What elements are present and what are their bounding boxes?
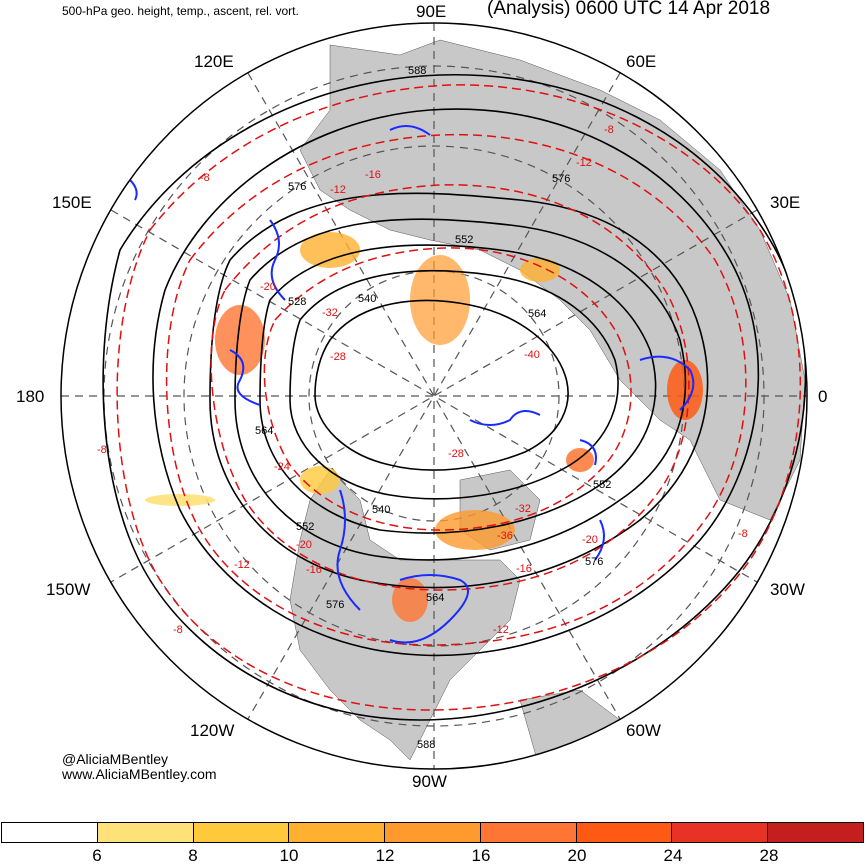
colorbar-swatch <box>2 823 98 842</box>
contour-label-temperature: -36 <box>497 530 513 542</box>
contour-label-temperature: -8 <box>173 624 183 636</box>
contour-label-height: 552 <box>455 234 473 246</box>
map-border <box>60 22 808 770</box>
colorbar-tick: 10 <box>279 846 299 865</box>
contour-label-temperature: -20 <box>260 281 276 293</box>
contour-label-temperature: -20 <box>582 534 598 546</box>
contour-label-temperature: -40 <box>524 349 540 361</box>
contour-label-height: 552 <box>296 521 314 533</box>
ascent-shading <box>145 232 703 622</box>
longitude-label-90e: 90E <box>416 2 447 21</box>
colorbar-tick: 16 <box>471 846 491 865</box>
contour-label-height: 552 <box>593 479 611 491</box>
contour-label-height: 576 <box>585 556 603 568</box>
contour-label-temperature: -12 <box>234 559 250 571</box>
contour-label-height: 528 <box>288 296 306 308</box>
contour-label-temperature: -20 <box>296 539 312 551</box>
temperature-contours <box>116 84 802 711</box>
polar-map: 588 576 576 552 540 528 564 564 540 552 … <box>60 22 808 770</box>
longitude-label-120w: 120W <box>190 721 235 740</box>
chart-subtitle: 500-hPa geo. height, temp., ascent, rel.… <box>62 4 299 18</box>
colorbar-swatch <box>768 823 864 842</box>
contour-label-height: 588 <box>408 65 426 77</box>
contour-label-height: 576 <box>552 173 570 185</box>
contour-label-temperature: -12 <box>576 157 592 169</box>
contour-label-temperature: -8 <box>604 124 614 136</box>
contour-label-height: 576 <box>326 599 344 611</box>
credit-handle: @AliciaMBentley <box>62 751 169 767</box>
contour-label-temperature: -8 <box>738 528 748 540</box>
colorbar-swatch <box>193 823 290 842</box>
longitude-label-60e: 60E <box>626 52 657 71</box>
contour-label-temperature: -12 <box>493 624 509 636</box>
contour-label-temperature: -28 <box>330 351 346 363</box>
credit-website: www.AliciaMBentley.com <box>62 766 217 782</box>
contour-label-height: 564 <box>426 592 444 604</box>
contour-label-height: 564 <box>528 308 546 320</box>
colorbar-tick: 20 <box>567 846 587 865</box>
contour-label-temperature: -32 <box>515 503 531 515</box>
vorticity-contours <box>129 125 695 644</box>
colorbar <box>1 822 864 843</box>
longitude-label-120e: 120E <box>194 52 234 71</box>
contour-label-temperature: -8 <box>97 444 107 456</box>
contour-label-height: 540 <box>372 504 390 516</box>
chart-title: (Analysis) 0600 UTC 14 Apr 2018 <box>487 0 771 19</box>
contour-label-temperature: -24 <box>274 461 290 473</box>
contour-label-height: 540 <box>358 293 376 305</box>
longitude-label-30w: 30W <box>770 580 805 599</box>
contour-label-temperature: -16 <box>306 564 322 576</box>
contour-label-temperature: -8 <box>200 172 210 184</box>
contour-label-temperature: -12 <box>330 184 346 196</box>
colorbar-tick: 12 <box>375 846 395 865</box>
colorbar-tick: 8 <box>188 846 198 865</box>
height-contours <box>102 73 807 721</box>
contour-label-height: 588 <box>417 739 435 751</box>
colorbar-tick: 6 <box>92 846 102 865</box>
longitude-label-60w: 60W <box>626 721 661 740</box>
colorbar-swatch <box>385 823 481 842</box>
contour-label-height: 576 <box>288 181 306 193</box>
colorbar-swatch <box>480 823 577 842</box>
longitude-label-90w: 90W <box>412 772 447 791</box>
contour-label-temperature: -28 <box>448 448 464 460</box>
longitude-label-180: 180 <box>16 387 45 406</box>
longitude-label-150w: 150W <box>46 580 91 599</box>
contour-label-temperature: -32 <box>322 307 338 319</box>
contour-label-temperature: -16 <box>516 563 532 575</box>
colorbar-swatch <box>576 823 673 842</box>
longitude-label-0: 0 <box>818 387 828 406</box>
longitude-label-30e: 30E <box>770 193 801 212</box>
colorbar-swatch <box>672 823 769 842</box>
longitude-label-150e: 150E <box>52 193 92 212</box>
colorbar-swatch <box>97 823 194 842</box>
colorbar-tick: 28 <box>759 846 779 865</box>
colorbar-tick: 24 <box>663 846 683 865</box>
contour-label-height: 564 <box>255 425 273 437</box>
contour-label-temperature: -16 <box>365 169 381 181</box>
colorbar-swatch <box>289 823 386 842</box>
